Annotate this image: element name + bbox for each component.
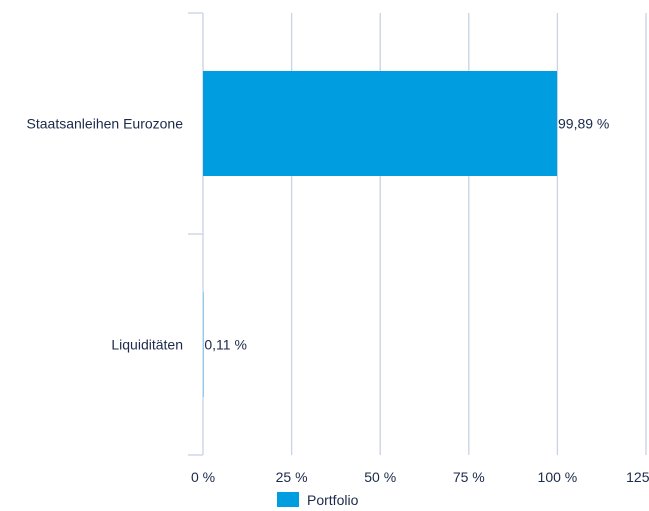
legend-swatch-portfolio — [277, 492, 299, 507]
x-tick-label-3: 75 % — [453, 469, 485, 485]
category-label-0: Staatsanleihen Eurozone — [27, 116, 184, 132]
legend-label-portfolio: Portfolio — [307, 492, 359, 508]
x-tick-label-1: 25 % — [276, 469, 308, 485]
category-labels: Staatsanleihen Eurozone Liquiditäten — [27, 116, 184, 353]
x-tick-label-4: 100 % — [538, 469, 578, 485]
legend: Portfolio — [277, 492, 359, 508]
category-label-1: Liquiditäten — [111, 337, 183, 353]
x-tick-label-5: 125 % — [626, 469, 649, 485]
x-tick-label-2: 50 % — [364, 469, 396, 485]
bar-layer — [203, 71, 558, 397]
x-axis-tick-labels: 0 % 25 % 50 % 75 % 100 % 125 % — [191, 469, 649, 485]
data-label-1: 0,11 % — [204, 337, 247, 353]
bar-0 — [203, 71, 558, 176]
data-labels: 99,89 % 0,11 % — [204, 116, 609, 353]
x-tick-label-0: 0 % — [191, 469, 215, 485]
data-label-0: 99,89 % — [558, 116, 609, 132]
